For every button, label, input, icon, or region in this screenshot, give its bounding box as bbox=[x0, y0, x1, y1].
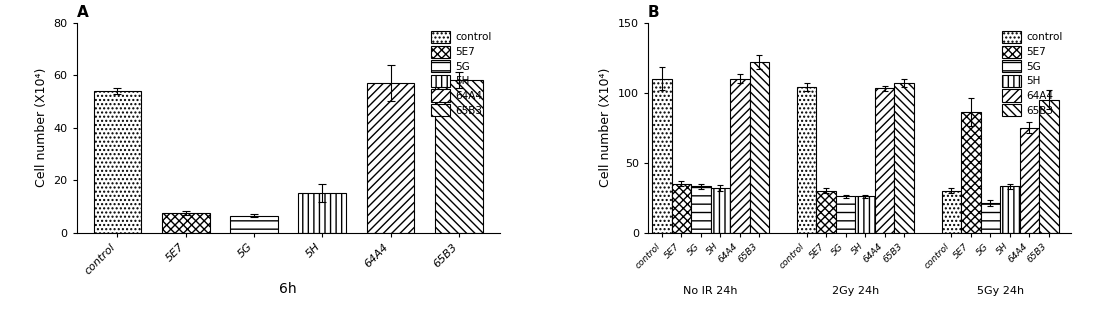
Text: No IR 24h: No IR 24h bbox=[683, 286, 738, 296]
Y-axis label: Cell number (X10⁴): Cell number (X10⁴) bbox=[599, 68, 612, 187]
Bar bbox=[856, 196, 874, 233]
Bar bbox=[671, 183, 691, 233]
Bar bbox=[162, 213, 210, 233]
Bar bbox=[710, 188, 730, 233]
Y-axis label: Cell number (X10⁴): Cell number (X10⁴) bbox=[35, 68, 48, 187]
Bar bbox=[435, 80, 483, 233]
Bar bbox=[1000, 186, 1020, 233]
Bar bbox=[816, 191, 836, 233]
Bar bbox=[691, 186, 710, 233]
Legend: control, 5E7, 5G, 5H, 64A4, 65B3: control, 5E7, 5G, 5H, 64A4, 65B3 bbox=[999, 28, 1066, 119]
Bar bbox=[1020, 128, 1039, 233]
Bar bbox=[730, 78, 750, 233]
Bar bbox=[894, 83, 914, 233]
Legend: control, 5E7, 5G, 5H, 64A4, 65B3: control, 5E7, 5G, 5H, 64A4, 65B3 bbox=[428, 28, 494, 119]
Bar bbox=[653, 78, 671, 233]
Bar bbox=[961, 112, 980, 233]
Bar bbox=[836, 196, 856, 233]
Bar bbox=[231, 215, 278, 233]
Bar bbox=[366, 83, 414, 233]
Bar bbox=[874, 89, 894, 233]
Bar bbox=[980, 203, 1000, 233]
Bar bbox=[797, 87, 816, 233]
Text: B: B bbox=[648, 5, 659, 20]
Bar bbox=[942, 191, 961, 233]
Bar bbox=[298, 193, 346, 233]
Text: 5Gy 24h: 5Gy 24h bbox=[976, 286, 1024, 296]
Text: A: A bbox=[77, 5, 89, 20]
Bar bbox=[750, 62, 769, 233]
Bar bbox=[94, 91, 141, 233]
Bar bbox=[1039, 99, 1059, 233]
X-axis label: 6h: 6h bbox=[280, 282, 297, 296]
Text: 2Gy 24h: 2Gy 24h bbox=[832, 286, 879, 296]
